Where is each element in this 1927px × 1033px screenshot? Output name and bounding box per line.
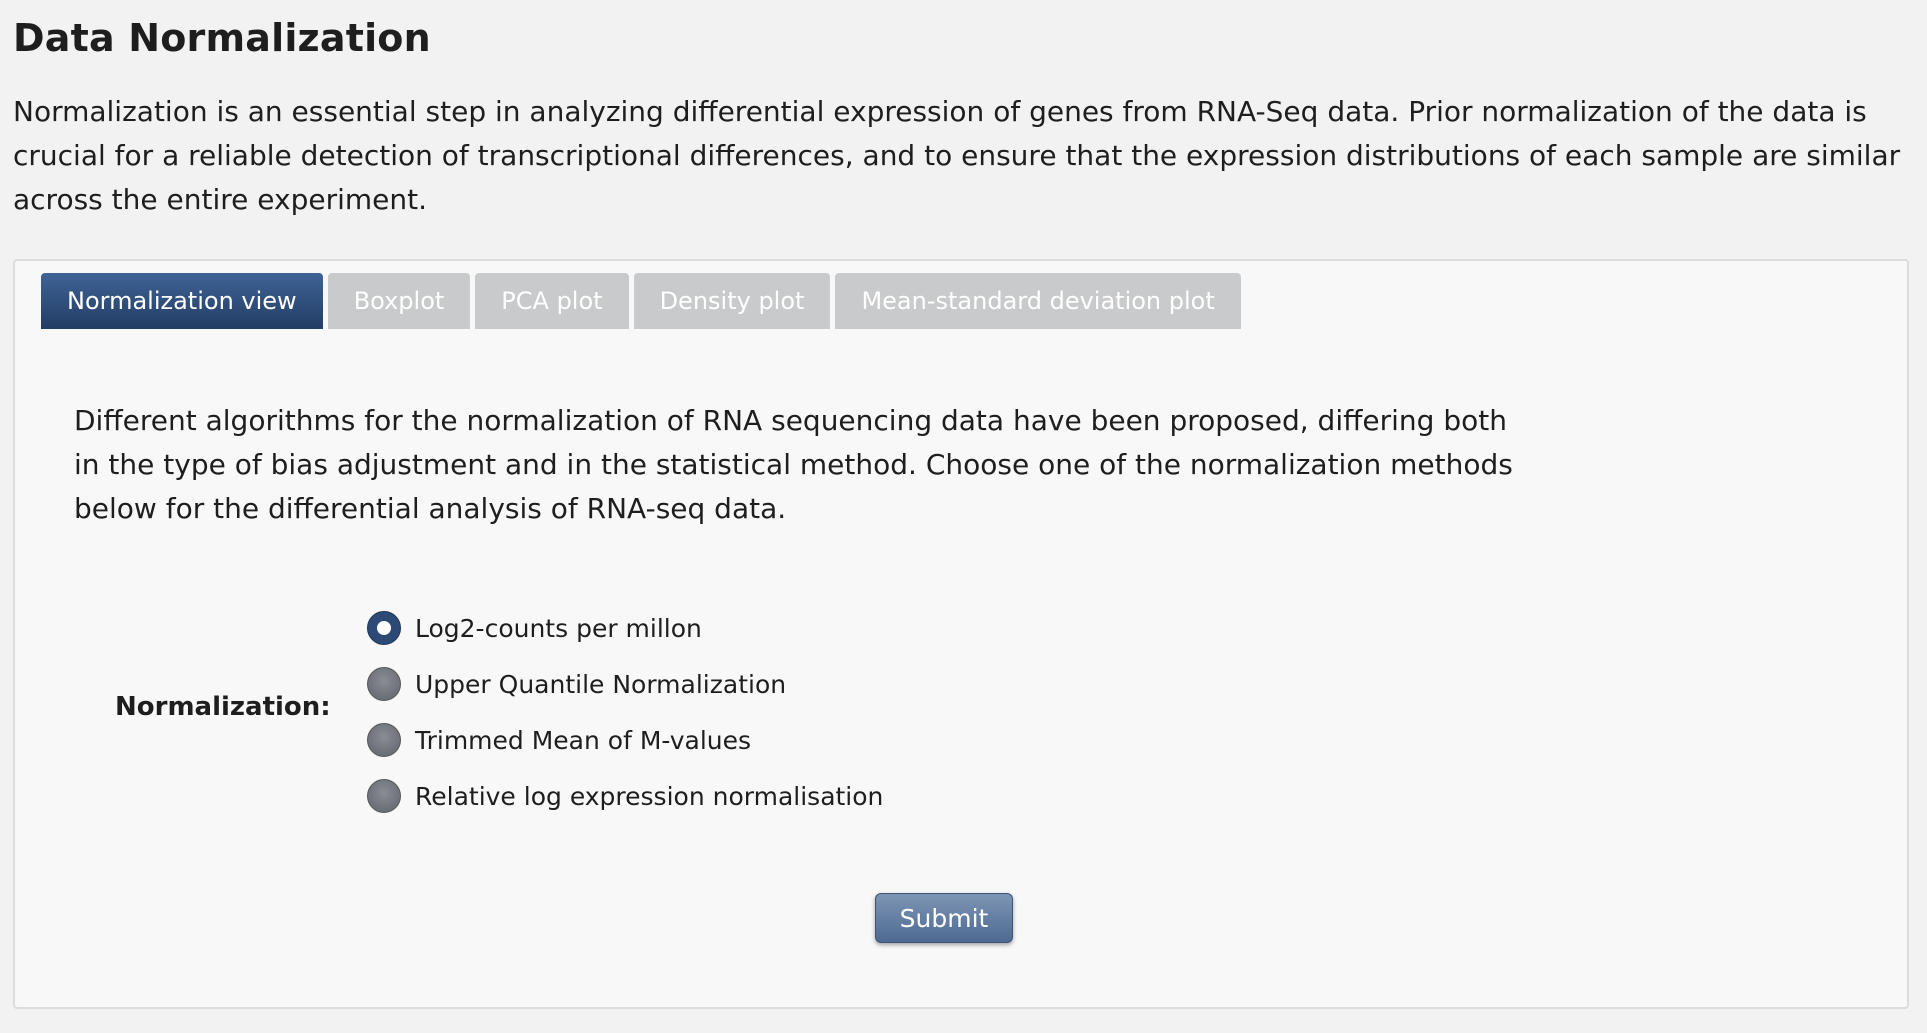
radio-label[interactable]: Log2-counts per millon bbox=[415, 613, 702, 643]
radio-option-upper-quantile[interactable]: Upper Quantile Normalization bbox=[367, 656, 883, 712]
radio-option-log2-cpm[interactable]: Log2-counts per millon bbox=[367, 600, 883, 656]
tab-mean-sd-plot[interactable]: Mean-standard deviation plot bbox=[835, 273, 1241, 329]
radio-button-checked[interactable] bbox=[367, 611, 401, 645]
tab-boxplot[interactable]: Boxplot bbox=[327, 273, 471, 329]
tab-density-plot[interactable]: Density plot bbox=[633, 273, 831, 329]
normalization-label: Normalization: bbox=[115, 692, 331, 722]
panel-description: Different algorithms for the normalizati… bbox=[74, 404, 1513, 525]
radio-button[interactable] bbox=[367, 723, 401, 757]
submit-button[interactable]: Submit bbox=[875, 893, 1013, 943]
radio-option-tmm[interactable]: Trimmed Mean of M-values bbox=[367, 712, 883, 768]
radio-label[interactable]: Trimmed Mean of M-values bbox=[415, 725, 752, 755]
normalization-radio-group: Log2-counts per millon Upper Quantile No… bbox=[367, 600, 883, 824]
normalization-panel: Normalization view Boxplot PCA plot Dens… bbox=[13, 259, 1909, 1009]
tab-normalization-view[interactable]: Normalization view bbox=[41, 273, 323, 329]
radio-button[interactable] bbox=[367, 667, 401, 701]
intro-text: Normalization is an essential step in an… bbox=[13, 95, 1901, 216]
radio-label[interactable]: Upper Quantile Normalization bbox=[415, 669, 787, 699]
radio-button[interactable] bbox=[367, 779, 401, 813]
tab-bar: Normalization view Boxplot PCA plot Dens… bbox=[41, 273, 1246, 329]
radio-option-rle[interactable]: Relative log expression normalisation bbox=[367, 768, 883, 824]
tab-pca-plot[interactable]: PCA plot bbox=[475, 273, 629, 329]
page-title: Data Normalization bbox=[13, 16, 431, 60]
radio-label[interactable]: Relative log expression normalisation bbox=[415, 781, 884, 811]
